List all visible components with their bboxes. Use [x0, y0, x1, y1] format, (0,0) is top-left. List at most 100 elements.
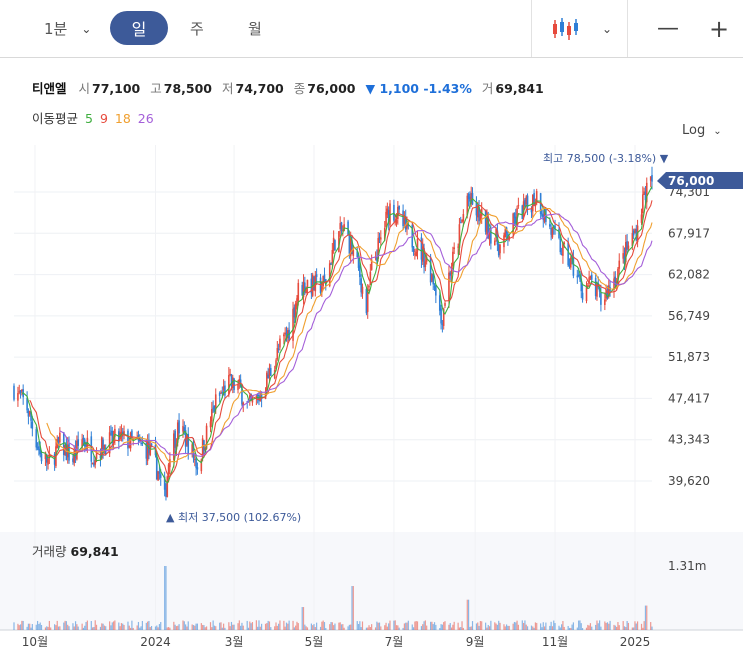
- candle-body: [342, 230, 344, 232]
- volume-value: 69,841: [495, 81, 544, 96]
- candle-body: [121, 431, 124, 435]
- low-value: 74,700: [235, 81, 284, 96]
- candle-body: [462, 214, 465, 222]
- volume-bar: [481, 621, 483, 630]
- candle-body: [283, 334, 285, 337]
- volume-bar: [259, 626, 261, 630]
- volume-bar: [215, 626, 217, 630]
- zoom-in-button[interactable]: +: [709, 14, 730, 43]
- volume-bar: [95, 624, 98, 630]
- ma-18-label: 18: [114, 111, 131, 126]
- volume-bar: [109, 621, 111, 630]
- high-value: 78,500: [163, 81, 213, 96]
- candle-body: [255, 396, 258, 398]
- volume-bar: [325, 628, 327, 630]
- candle-body: [200, 459, 203, 472]
- candle-body: [93, 462, 95, 466]
- volume-bar: [44, 627, 47, 630]
- volume-bar: [365, 627, 368, 630]
- candle-body: [425, 256, 428, 262]
- volume-bar: [466, 599, 468, 630]
- volume-bar: [301, 607, 303, 630]
- volume-bar: [553, 620, 555, 630]
- candle-body: [433, 286, 436, 288]
- candle-body: [441, 323, 444, 325]
- candle-body: [72, 458, 74, 462]
- candle-body: [568, 264, 571, 266]
- volume-bar: [55, 625, 57, 630]
- volume-bar: [270, 627, 272, 630]
- candle-body: [221, 392, 224, 394]
- volume-bar: [487, 624, 489, 630]
- log-scale-toggle[interactable]: Log ⌄: [682, 123, 722, 138]
- volume-bar: [460, 627, 462, 630]
- volume-bar: [448, 624, 450, 630]
- candle-body: [448, 272, 450, 301]
- candle-body: [31, 421, 34, 429]
- volume-bar: [488, 626, 491, 630]
- ma-18-line: [46, 207, 653, 463]
- candle-body: [305, 288, 307, 294]
- volume-bar: [496, 624, 499, 630]
- volume-bar: [651, 626, 653, 630]
- volume-bar: [255, 620, 257, 630]
- volume-bar: [120, 623, 123, 630]
- candle-body: [623, 255, 626, 265]
- volume-bar: [90, 621, 92, 630]
- toolbar-divider: [531, 0, 532, 57]
- volume-bar: [209, 622, 212, 630]
- zoom-out-button[interactable]: —: [657, 16, 679, 41]
- candle-body: [535, 191, 538, 204]
- volume-bar: [613, 624, 615, 630]
- volume-bar: [17, 623, 19, 630]
- candle-body: [387, 210, 390, 223]
- volume-bar: [452, 624, 454, 630]
- volume-bar: [46, 626, 48, 630]
- volume-bar: [147, 621, 149, 630]
- volume-panel-label: 거래량 69,841: [32, 541, 119, 560]
- volume-bar: [462, 627, 464, 630]
- moving-average-legend[interactable]: 이동평균 5 9 18 26: [32, 108, 154, 127]
- volume-bar: [99, 626, 102, 630]
- volume-bar: [516, 620, 518, 630]
- price-axis: 39,620 43,343 47,417 51,873 56,749 62,082 67,9…: [668, 185, 710, 488]
- candle-body: [176, 422, 179, 443]
- tab-week[interactable]: 주: [190, 20, 204, 38]
- y-tick-label: 47,417: [668, 391, 710, 405]
- volume-bar: [202, 624, 204, 630]
- volume-bar: [29, 623, 31, 630]
- volume-bar: [166, 627, 168, 630]
- moving-average-lines: [21, 186, 653, 484]
- volume-bar: [196, 623, 199, 630]
- volume-bar: [132, 627, 134, 630]
- candle-body: [416, 238, 419, 252]
- candle-body: [407, 224, 410, 227]
- chart-type-chevron-icon[interactable]: ⌄: [602, 21, 613, 36]
- interval-select[interactable]: 1분 ⌄: [44, 0, 91, 57]
- candle-body: [186, 434, 188, 445]
- chart-type-button[interactable]: [551, 0, 579, 57]
- tab-month[interactable]: 월: [248, 20, 262, 38]
- volume-bar: [420, 626, 423, 630]
- candle-body: [127, 430, 129, 449]
- volume-bar: [402, 627, 404, 630]
- tab-day[interactable]: 일: [110, 11, 168, 45]
- volume-bar: [81, 623, 83, 630]
- volume-bar: [274, 626, 276, 630]
- volume-bar: [485, 622, 487, 630]
- volume-bar: [275, 622, 277, 630]
- candle-body: [645, 182, 648, 203]
- candle-body: [368, 285, 370, 288]
- candle-body: [155, 455, 158, 480]
- volume-bar: [139, 627, 141, 630]
- volume-bar: [27, 623, 30, 630]
- candle-body: [634, 229, 636, 234]
- candle-body: [572, 256, 575, 276]
- volume-bar: [600, 626, 602, 630]
- volume-bar: [137, 621, 140, 630]
- volume-bar: [112, 621, 115, 630]
- volume-bar: [30, 627, 32, 630]
- candle-body: [476, 205, 479, 218]
- candle-body: [195, 458, 197, 468]
